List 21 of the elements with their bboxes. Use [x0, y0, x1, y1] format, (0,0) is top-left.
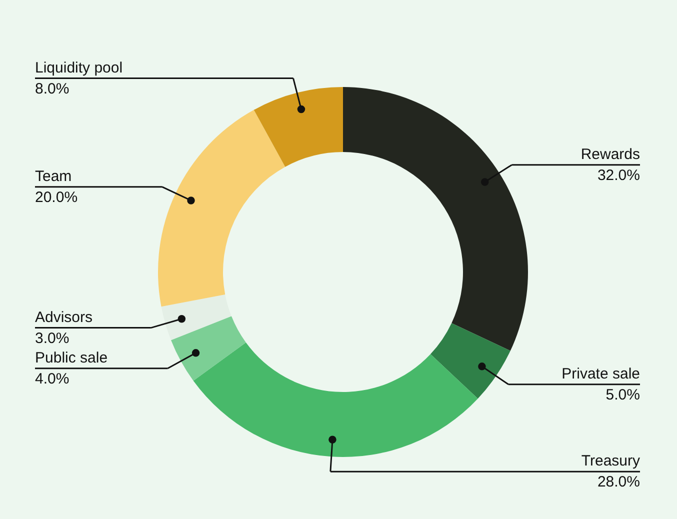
donut-slice — [343, 87, 528, 351]
data-label: 5.0% — [606, 386, 640, 404]
donut-slice — [170, 316, 246, 381]
slice-label: Rewards — [580, 146, 640, 163]
donut-slice — [161, 294, 232, 340]
slice-label: Advisors — [35, 308, 93, 326]
donut-slice — [430, 323, 510, 399]
slice-label: Treasury — [581, 452, 640, 470]
donut-slice — [193, 342, 478, 457]
slice-label: Team — [35, 168, 72, 185]
slice-label: Public sale — [35, 349, 108, 366]
data-label: 8.0% — [35, 80, 70, 98]
donut-slice — [254, 87, 343, 167]
slice-label: Liquidity pool — [35, 59, 123, 76]
data-label: 20.0% — [35, 188, 78, 206]
data-label: 3.0% — [35, 330, 70, 347]
data-label: 4.0% — [35, 370, 70, 388]
donut-slice — [158, 110, 286, 307]
data-label: 32.0% — [597, 166, 640, 184]
data-label: 28.0% — [597, 474, 640, 491]
slice-label: Private sale — [562, 365, 640, 382]
